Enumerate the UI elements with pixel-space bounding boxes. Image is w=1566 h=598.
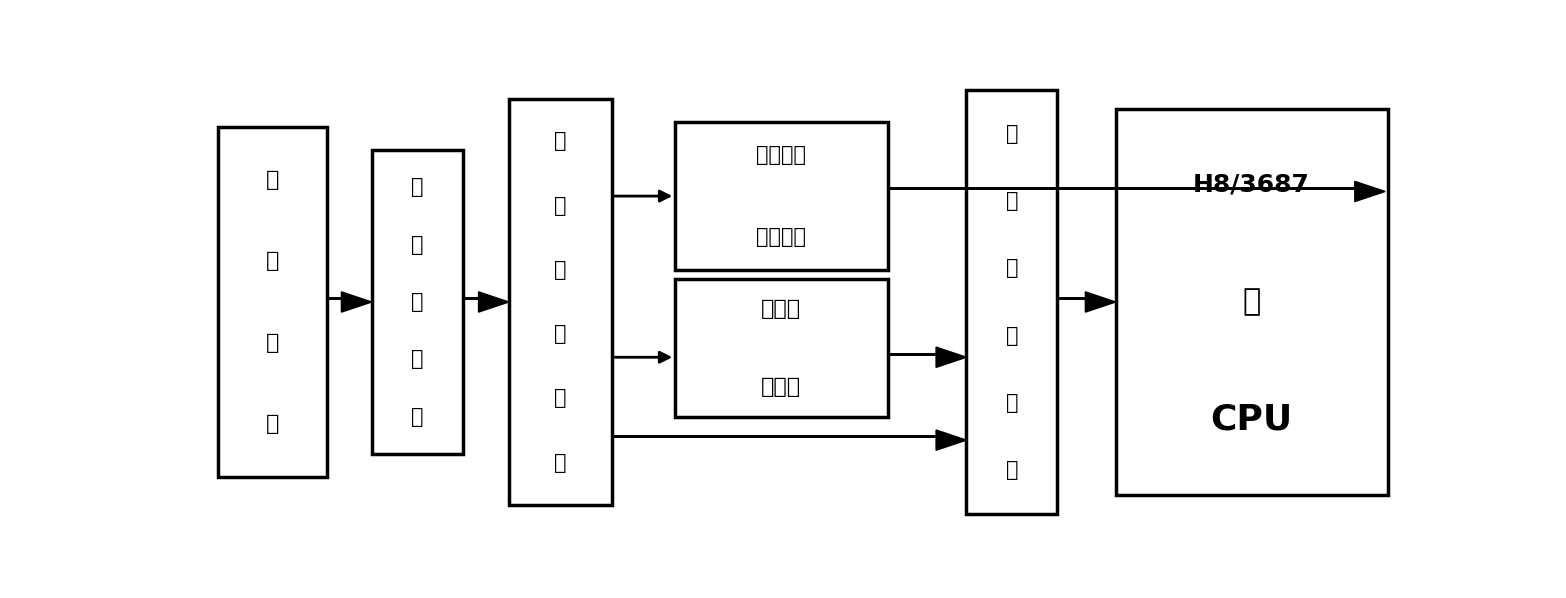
Text: 换: 换 [1005,460,1018,480]
Text: 互: 互 [410,292,423,312]
Text: 电: 电 [554,389,567,408]
Text: 电: 电 [266,170,279,190]
Polygon shape [479,292,509,312]
Text: CPU: CPU [1211,402,1294,436]
Text: 信: 信 [266,332,279,353]
Polygon shape [936,347,966,367]
Bar [509,99,612,505]
Bar [218,127,327,477]
Text: 主: 主 [1242,288,1261,316]
Bar [1115,109,1387,495]
Text: 压: 压 [410,234,423,255]
Text: 切: 切 [1005,393,1018,413]
Polygon shape [1355,181,1386,202]
Text: H8/3687: H8/3687 [1193,173,1311,197]
Bar [371,150,464,454]
Text: 号: 号 [266,414,279,434]
Bar [675,279,888,417]
Polygon shape [341,292,371,312]
Text: 电: 电 [410,178,423,197]
Polygon shape [936,430,966,450]
Text: 运: 运 [554,131,567,151]
Text: 放: 放 [554,196,567,215]
Bar [675,123,888,270]
Text: 电: 电 [1005,124,1018,144]
Text: 产生过零: 产生过零 [756,145,806,165]
Text: 处: 处 [554,260,567,280]
Text: 感: 感 [410,349,423,370]
Text: 开: 开 [1005,258,1018,279]
Text: 检测信号: 检测信号 [756,227,806,248]
Text: 子: 子 [1005,191,1018,211]
Text: 理: 理 [554,324,567,344]
Text: 压: 压 [266,251,279,271]
Text: 路: 路 [554,453,567,473]
Text: 器: 器 [410,407,423,426]
Text: 关: 关 [1005,325,1018,346]
Bar [966,90,1057,514]
Text: 转信号: 转信号 [761,377,802,396]
Text: 产生翻: 产生翻 [761,300,802,319]
Polygon shape [1085,292,1115,312]
